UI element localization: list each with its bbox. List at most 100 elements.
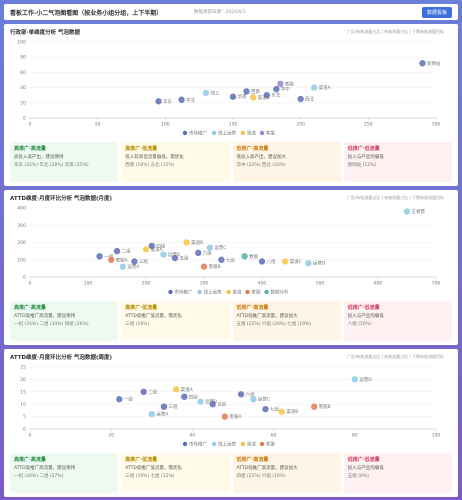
insight-card: 低推广·高流量 低投入高产出，建议加大 华中 (22%) 西北 (20%) <box>232 142 341 182</box>
point-label: 六组 <box>203 249 212 256</box>
y-tick-label: 0 <box>23 427 26 433</box>
legend-label: 渠道 <box>247 441 256 448</box>
chart: 0 100 200 300 400 0 100 200 300 400 500 600 700 一组 二组三… <box>17 206 440 296</box>
card-desc: ATTD低推广高流量，建议加大 <box>236 466 298 471</box>
data-point <box>277 80 284 87</box>
point-label: 客服A <box>229 413 242 420</box>
y-tick-label: 20 <box>20 100 26 106</box>
card-desc: ATTD高推广高流量，建议保持 <box>14 314 76 319</box>
point-label: 渠道B <box>258 94 270 101</box>
insight-card: 高推广·高流量高投入高产出，建议保持华东 (32%) 华北 (28%) 华南 (… <box>10 142 119 182</box>
data-point <box>172 386 180 393</box>
legend-label: 客服 <box>252 289 261 296</box>
data-point <box>171 254 179 262</box>
insight-card: 低推广·低流量 投入与产出均偏低 新网站 (12%) <box>343 142 452 182</box>
x-tick-label: 0 <box>29 433 32 439</box>
point-label: 一组 <box>124 396 133 403</box>
legend-label: 线上运营 <box>204 289 222 296</box>
x-tick-label: 100 <box>161 122 170 128</box>
legend-label: 线上运营 <box>218 130 236 137</box>
data-point <box>311 403 318 410</box>
card-items: 三组 (18%) <box>125 322 150 327</box>
point-label: 三组 <box>139 258 148 265</box>
card-title: 高推广·高流量 <box>14 457 46 463</box>
y-tick-label: 300 <box>17 223 26 229</box>
data-point <box>297 95 304 103</box>
x-tick-label: 40 <box>190 433 196 439</box>
point-label: 华东 <box>163 98 172 105</box>
legend-swatch <box>240 441 246 447</box>
insight-card: 高推广·低流量 ATTD高推广低流量，需优化 三组 (18%) <box>121 301 230 341</box>
data-point <box>206 244 213 251</box>
card-items: 八组 (10%) <box>347 322 372 327</box>
data-point <box>119 263 127 270</box>
data-point <box>262 405 269 413</box>
data-point <box>229 93 237 100</box>
update-date: 数据更新日期：2024/6/1 <box>194 10 246 15</box>
card-desc: 高投入高产出，建议保持 <box>14 155 64 160</box>
x-tick-label: 600 <box>374 281 383 287</box>
chart-panel: ATTD维度·月度环比分析 气泡数据(周度) 广告/有效流量占比 | 有效流量占比… <box>4 349 458 497</box>
data-point <box>351 376 358 383</box>
point-label: 七组 <box>270 406 279 413</box>
x-tick-label: 150 <box>229 122 238 128</box>
x-tick-label: 0 <box>29 281 32 287</box>
card-title: 高推广·高流量 <box>14 146 46 152</box>
point-label: 渠道A <box>181 386 194 393</box>
data-point <box>195 249 202 257</box>
card-items: 五组 (9%) <box>347 474 369 479</box>
card-title: 低推广·高流量 <box>236 146 269 152</box>
point-label: 渠道B <box>286 408 298 415</box>
chart-note: 广告/有效流量占比 | 有效流量占比 | 下期有效流量目标 <box>346 29 444 34</box>
legend-swatch <box>259 130 265 136</box>
data-point <box>243 88 250 95</box>
card-title: 高推广·低流量 <box>125 305 158 311</box>
insight-card: 高推广·低流量 ATTD高推广低流量，需优化 三组 (16%) 七组 (12%) <box>121 453 230 493</box>
x-tick-label: 500 <box>316 281 325 287</box>
data-point <box>197 398 204 405</box>
data-point <box>282 258 289 265</box>
point-label: 运营C <box>258 396 270 403</box>
card-title: 低推广·高流量 <box>236 305 269 311</box>
x-tick-label: 100 <box>432 433 441 439</box>
card-items: 新网站 (12%) <box>347 163 377 168</box>
insight-card: 低推广·高流量 ATTD低推广高流量，建议加大 五组 (22%) 六组 (20%) … <box>232 301 341 341</box>
card-desc: 投入与产出均偏低 <box>347 466 384 471</box>
data-point <box>237 391 245 398</box>
y-tick-label: 80 <box>20 55 26 61</box>
card-title: 低推广·低流量 <box>347 457 380 463</box>
x-tick-label: 50 <box>95 122 101 128</box>
insight-card: 高推广·高流量 ATTD高推广高流量，建议保持 一组 (30%) 二组 (27%) <box>10 453 119 493</box>
card-title: 高推广·高流量 <box>14 305 46 311</box>
point-label: 运营D <box>313 260 326 267</box>
data-point <box>181 393 188 400</box>
legend-swatch <box>211 441 217 447</box>
data-point <box>273 85 280 93</box>
point-label: 运营B <box>168 251 180 258</box>
dashboard-button[interactable]: 数据看板 <box>421 7 452 18</box>
card-desc: ATTD高推广高流量，建议保持 <box>14 466 76 471</box>
insight-card: 低推广·低流量 投入与产出均偏低 五组 (9%) <box>343 453 452 493</box>
card-desc: 投入较高但流量偏低，需优化 <box>125 155 184 160</box>
card-items: 一组 (35%) 二组 (30%) 四组 (26%) <box>14 322 89 327</box>
x-tick-label: 80 <box>352 433 358 439</box>
insight-card: 低推广·低流量 投入与产出均偏低 八组 (10%) <box>343 301 452 341</box>
x-tick-label: 250 <box>364 122 373 128</box>
data-point <box>250 396 257 403</box>
point-label: 王者营 <box>412 208 426 215</box>
x-tick-label: 200 <box>142 281 151 287</box>
point-label: 三组 <box>168 403 177 410</box>
data-point <box>148 242 155 250</box>
card-items: 三组 (16%) 七组 (12%) <box>125 474 175 479</box>
point-label: 二组 <box>148 388 157 395</box>
card-items: 华东 (32%) 华北 (28%) 华南 (25%) <box>14 163 89 168</box>
legend-swatch <box>168 289 173 295</box>
x-tick-label: 100 <box>84 281 93 287</box>
x-tick-label: 300 <box>200 281 209 287</box>
y-tick-label: 100 <box>17 40 26 46</box>
point-label: 华北 <box>186 96 195 103</box>
y-tick-label: 100 <box>17 257 26 263</box>
data-point <box>200 263 208 270</box>
